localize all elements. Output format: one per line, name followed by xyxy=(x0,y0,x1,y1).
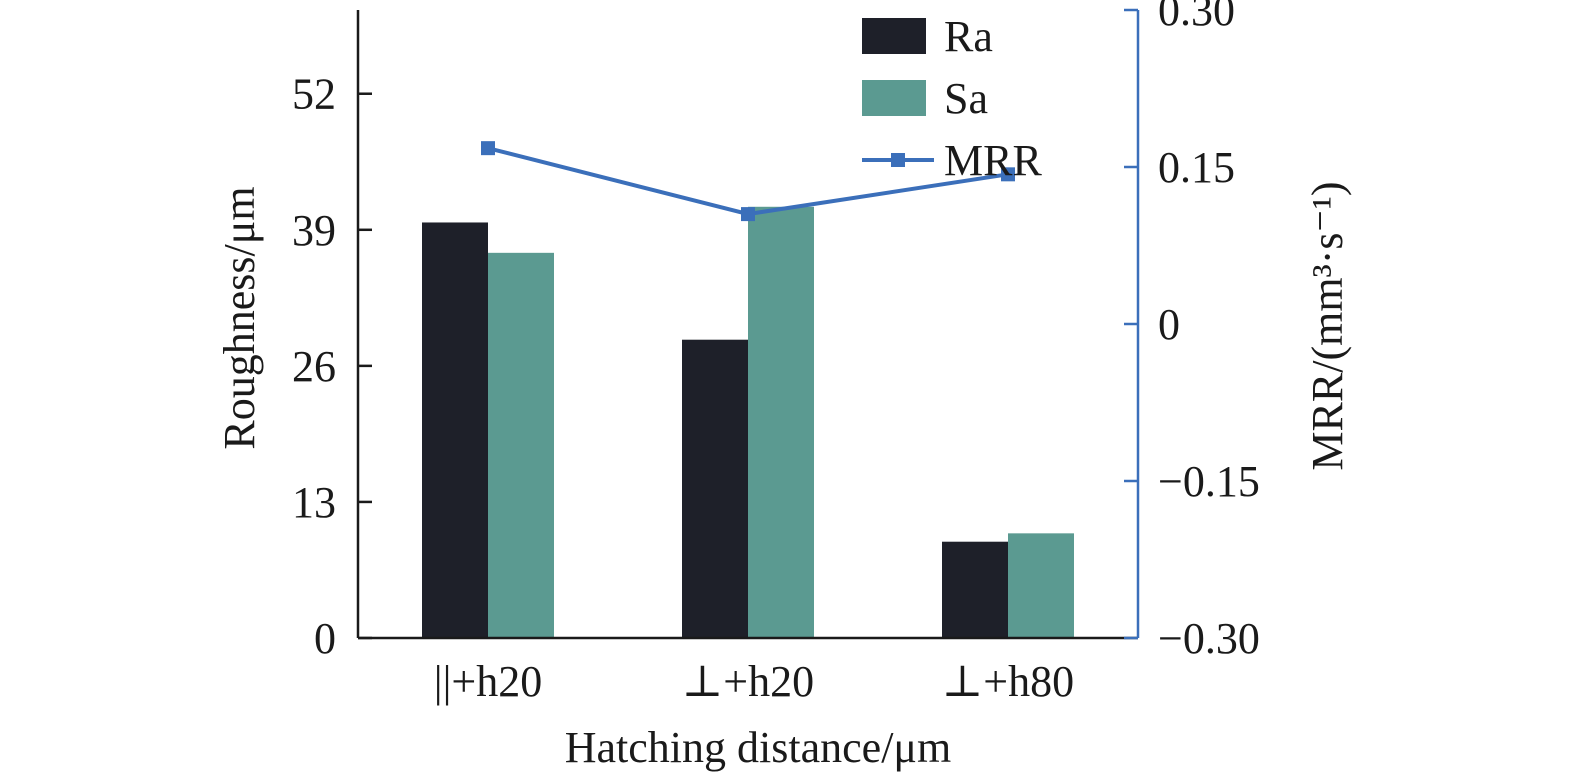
left-tick-label-1: 13 xyxy=(292,478,336,527)
right-axis-title: MRR/(mm³·s⁻¹) xyxy=(1303,181,1352,470)
legend-label-mrr: MRR xyxy=(944,136,1042,185)
bar-ra-2 xyxy=(942,541,1008,638)
bar-sa-1 xyxy=(748,206,814,639)
bar-sa-0 xyxy=(488,252,554,638)
legend-swatch-sa xyxy=(862,80,926,116)
right-tick-label-4: 0.30 xyxy=(1158,0,1235,35)
legend-label-sa: Sa xyxy=(944,74,988,123)
right-tick-label-3: 0.15 xyxy=(1158,143,1235,192)
right-tick-label-2: 0 xyxy=(1158,300,1180,349)
x-tick-label-0: ||+h20 xyxy=(434,657,542,706)
bar-ra-1 xyxy=(682,339,748,638)
bar-sa-2 xyxy=(1008,533,1074,638)
left-axis-title: Roughness/μm xyxy=(215,186,264,449)
legend-label-ra: Ra xyxy=(944,12,993,61)
right-tick-label-0: −0.30 xyxy=(1158,614,1260,663)
marker-mrr-2 xyxy=(1001,167,1015,182)
marker-mrr-1 xyxy=(741,207,755,222)
legend-swatch-ra xyxy=(862,18,926,54)
left-tick-label-4: 52 xyxy=(292,70,336,119)
marker-mrr-0 xyxy=(481,141,495,156)
legend: Ra Sa MRR xyxy=(862,12,1042,185)
axes: 0 13 26 39 52 −0.30 −0.15 0 0.15 0.30 ||+h20 ⊥+h20 ⊥… xyxy=(215,0,1352,772)
left-tick-label-0: 0 xyxy=(314,614,336,663)
left-tick-label-2: 26 xyxy=(292,342,336,391)
plot-area xyxy=(422,141,1074,639)
legend-marker-mrr xyxy=(891,153,905,167)
x-axis-title: Hatching distance/μm xyxy=(565,723,951,772)
bar-ra-0 xyxy=(422,222,488,638)
left-tick-label-3: 39 xyxy=(292,206,336,255)
right-tick-label-1: −0.15 xyxy=(1158,457,1260,506)
x-tick-label-1: ⊥+h20 xyxy=(682,657,814,706)
x-tick-label-2: ⊥+h80 xyxy=(942,657,1074,706)
